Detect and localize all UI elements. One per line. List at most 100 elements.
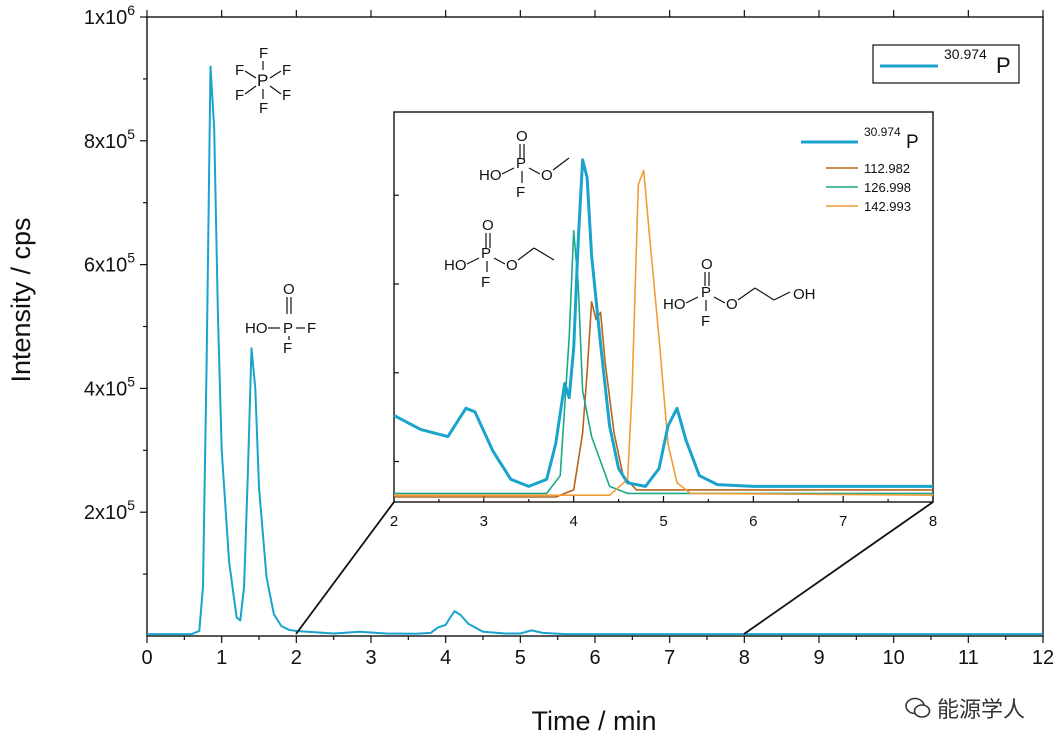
pf6-f-right-upper: F	[282, 62, 291, 79]
pf6-structure: F F F P F F F	[235, 45, 291, 117]
pf6-bond	[244, 70, 257, 79]
main-x-tick-label: 1	[216, 647, 227, 669]
pf6-f-top: F	[259, 45, 268, 62]
ethyl-bond	[517, 247, 535, 261]
wechat-icon	[905, 697, 931, 718]
main-y-tick-label: 4x105	[84, 373, 135, 400]
main-y-tick-label: 6x105	[84, 250, 135, 277]
main-x-tick-label: 8	[739, 647, 750, 669]
ethyl-bond	[466, 257, 480, 265]
inset-legend-element-p: P	[906, 132, 919, 153]
methyl-o-top: O	[516, 128, 528, 145]
watermark: 能源学人	[905, 692, 1025, 724]
inset-legend: 30.974 P 112.982 126.998 142.993	[801, 125, 919, 214]
main-x-tick-label: 7	[664, 647, 675, 669]
inset-x-tick-label: 5	[659, 513, 667, 530]
watermark-text: 能源学人	[936, 698, 1025, 723]
inset-series-line	[394, 169, 934, 496]
ethyl-bond	[533, 247, 555, 261]
pf6-f-bottom: F	[259, 100, 268, 117]
pf6-bond	[269, 70, 282, 79]
inset-series-layer	[393, 158, 934, 498]
pf6-bond	[269, 85, 282, 95]
ethyl-ho: HO	[444, 257, 467, 274]
inset-series-line	[393, 158, 933, 488]
inset-legend-label-112: 112.982	[864, 161, 910, 176]
main-x-tick-label: 0	[141, 647, 152, 669]
hpo2f2-p: P	[283, 320, 293, 337]
main-x-tick-label: 2	[291, 647, 302, 669]
main-legend-box	[872, 44, 1020, 84]
pf6-f-left-lower: F	[235, 87, 244, 104]
inset-chart: 2 3 4 5 6 7 8 30.974 P 112.982 126.998 142.993…	[390, 111, 937, 530]
pf6-f-left-upper: F	[235, 62, 244, 79]
pf6-f-right-lower: F	[282, 87, 291, 104]
inset-y-axis	[394, 194, 399, 463]
hpo2f2-f-bottom: F	[283, 340, 292, 357]
hydroxyethyl-o-top: O	[701, 256, 713, 273]
main-series-layer	[147, 65, 1043, 636]
pf6-p: P	[257, 71, 268, 90]
hydroxyethyl-p: P	[701, 284, 711, 301]
main-y-tick-label: 8x105	[84, 126, 135, 153]
ethyl-bond	[493, 257, 506, 265]
inset-x-tick-label: 7	[839, 513, 847, 530]
main-x-tick-label: 3	[365, 647, 376, 669]
main-x-tick-label: 10	[883, 647, 905, 669]
main-x-axis: 0 1 2 3 4 5 6 7 8 9 10 11 12	[141, 10, 1054, 669]
main-legend-element: P	[996, 53, 1011, 78]
hydroxyethyl-bond	[754, 287, 775, 301]
main-series-line	[147, 65, 1043, 636]
hydroxyethyl-f: F	[701, 313, 710, 330]
ethyl-o-ester: O	[506, 257, 518, 274]
methyl-bond	[528, 167, 541, 175]
main-x-tick-label: 12	[1032, 647, 1054, 669]
ethyl-f: F	[481, 274, 490, 291]
main-y-tick-label: 2x105	[84, 497, 135, 524]
hydroxyethyl-oh: OH	[793, 286, 816, 303]
main-x-tick-label: 11	[958, 647, 979, 669]
inset-series-line	[394, 230, 933, 495]
inset-x-tick-label: 4	[569, 513, 577, 530]
hpo2f2-f-right: F	[307, 320, 316, 337]
methyl-bond	[501, 167, 515, 175]
inset-legend-mass-p: 30.974	[864, 125, 901, 139]
main-x-axis-label: Time / min	[531, 706, 656, 736]
main-x-tick-label: 9	[813, 647, 824, 669]
hydroxyethyl-bond	[773, 291, 791, 301]
inset-x-axis: 2 3 4 5 6 7 8	[390, 496, 937, 530]
methyl-p: P	[516, 155, 526, 172]
inset-legend-label-126: 126.998	[864, 180, 911, 195]
methyl-fluorophosphate-structure: O HO P O F	[479, 128, 570, 201]
inset-x-tick-label: 8	[929, 513, 937, 530]
inset-x-tick-label: 3	[480, 513, 488, 530]
main-y-axis-label: Intensity / cps	[6, 217, 36, 382]
ethyl-o-top: O	[482, 217, 494, 234]
hpo2f2-structure: O HO P F F	[245, 281, 316, 357]
hydroxyethyl-o-ester: O	[726, 296, 738, 313]
main-y-axis: 2x105 4x105 6x105 8x105 1x106	[84, 2, 147, 575]
methyl-ho: HO	[479, 167, 502, 184]
inset-legend-label-142: 142.993	[864, 199, 911, 214]
hpo2f2-o: O	[283, 281, 295, 298]
main-y-tick-label: 1x106	[84, 2, 135, 29]
methyl-bond	[552, 157, 570, 171]
methyl-f: F	[516, 184, 525, 201]
ethyl-fluorophosphate-structure: O HO P O F	[444, 217, 555, 291]
inset-x-tick-label: 2	[390, 513, 398, 530]
ethyl-p: P	[481, 245, 491, 262]
pf6-bond	[244, 85, 257, 95]
hydroxyethyl-bond	[685, 296, 699, 304]
methyl-o-ester: O	[541, 167, 553, 184]
hydroxyethyl-bond	[713, 296, 726, 304]
inset-x-tick-label: 6	[749, 513, 757, 530]
main-x-tick-label: 6	[589, 647, 600, 669]
main-x-tick-label: 4	[440, 647, 451, 669]
hydroxyethyl-bond	[737, 287, 756, 301]
hydroxyethyl-fluorophosphate-structure: O HO P O OH F	[663, 256, 816, 330]
zoom-connector-right	[743, 501, 934, 635]
inset-plot-frame	[393, 111, 934, 503]
hydroxyethyl-ho: HO	[663, 296, 686, 313]
zoom-connector-left	[295, 501, 395, 635]
